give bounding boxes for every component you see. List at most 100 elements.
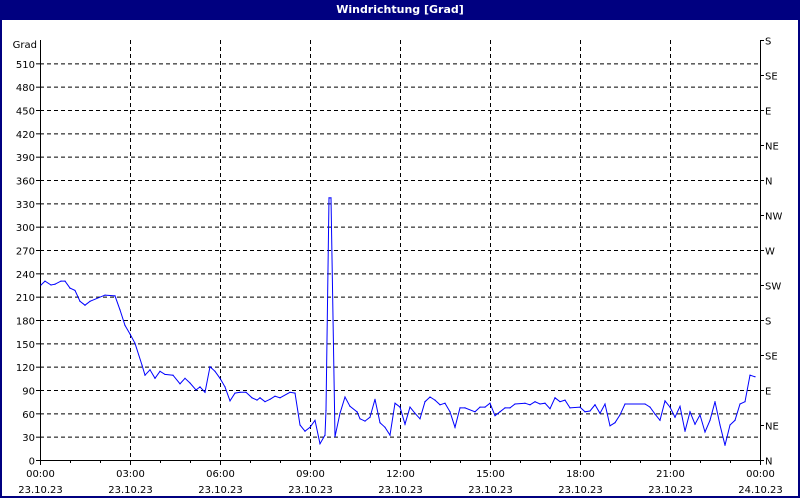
data-point [204,391,206,393]
data-point [594,404,596,406]
data-point [259,397,261,399]
data-point [409,406,411,408]
y-tick-label: 450 [16,107,35,118]
data-point [214,370,216,372]
data-point [328,197,330,199]
data-point [424,401,426,403]
data-point [364,420,366,422]
data-point [499,411,501,413]
data-point [644,403,646,405]
data-point [50,284,52,286]
data-point [359,418,361,420]
data-point [654,413,656,415]
y-axis-label: Grad [13,40,37,51]
data-point [264,401,266,403]
x-tick-time: 00:00 [26,469,55,480]
y-tick-label: 60 [22,410,35,421]
y2-tick-label: E [765,387,771,398]
x-tick-date: 23.10.23 [198,485,243,496]
data-point [234,392,236,394]
data-point [324,434,326,436]
y-tick-label: 270 [16,247,35,258]
data-point [674,416,676,418]
y-tick-label: 210 [16,293,35,304]
data-point [689,411,691,413]
data-point [464,407,466,409]
data-point [124,324,126,327]
data-point [599,412,601,414]
series-line-wind-direction [40,197,756,446]
data-point [754,376,756,378]
data-point [414,412,416,414]
data-point [509,407,511,409]
data-point [334,436,336,438]
data-point [399,406,401,408]
data-point [314,419,316,421]
data-point [474,411,476,413]
data-point [434,399,436,401]
x-tick-date: 23.10.23 [378,485,423,496]
x-tick-date: 23.10.23 [648,485,693,496]
y-tick-label: 240 [16,270,35,281]
x-tick-time: 15:00 [476,469,505,480]
y-tick-label: 90 [22,387,35,398]
data-point [664,400,666,402]
data-point [239,391,241,393]
data-point [299,424,301,426]
data-point [384,426,386,428]
data-point [724,444,726,446]
data-point [379,422,381,424]
data-point [79,300,81,302]
data-point [394,402,396,404]
data-point [60,280,62,282]
data-point [429,396,431,398]
data-point [349,405,351,407]
data-point [449,411,451,413]
data-point [294,392,296,394]
data-point [309,426,311,428]
data-point [149,369,151,371]
x-tick-date: 23.10.23 [108,485,153,496]
data-point [534,401,536,403]
data-point [439,404,441,406]
data-point [319,443,321,445]
data-point [489,402,491,404]
y-tick-label: 300 [16,223,35,234]
x-tick-time: 00:00 [746,469,775,480]
data-point [304,430,306,432]
data-point [219,377,221,379]
data-point [119,309,121,311]
y-tick-label: 420 [16,130,35,141]
y-tick-label: 150 [16,340,35,351]
data-point [714,401,716,403]
data-point [114,295,116,297]
data-point [529,404,531,406]
x-tick-time: 18:00 [566,469,595,480]
data-point [274,395,276,397]
data-point [579,406,581,408]
data-point [539,403,541,405]
y-tick-label: 510 [16,60,35,71]
data-point [64,280,66,282]
data-point [189,382,191,384]
data-point [479,406,481,408]
x-tick-time: 03:00 [116,469,145,480]
data-point [389,434,391,436]
data-point [256,399,258,401]
data-point [159,370,161,372]
data-point [619,414,621,416]
data-point [356,411,358,413]
data-point [444,402,446,404]
data-point [134,342,136,344]
window-title: Windrichtung [Grad] [0,0,800,20]
data-point [709,419,711,421]
y-tick-label: 180 [16,317,35,328]
data-point [40,284,42,286]
data-point [199,386,201,388]
y-tick-label: 0 [29,457,35,468]
y2-tick-label: S [765,317,771,328]
data-point [694,423,696,425]
data-point [179,383,181,385]
x-tick-date: 23.10.23 [288,485,333,496]
